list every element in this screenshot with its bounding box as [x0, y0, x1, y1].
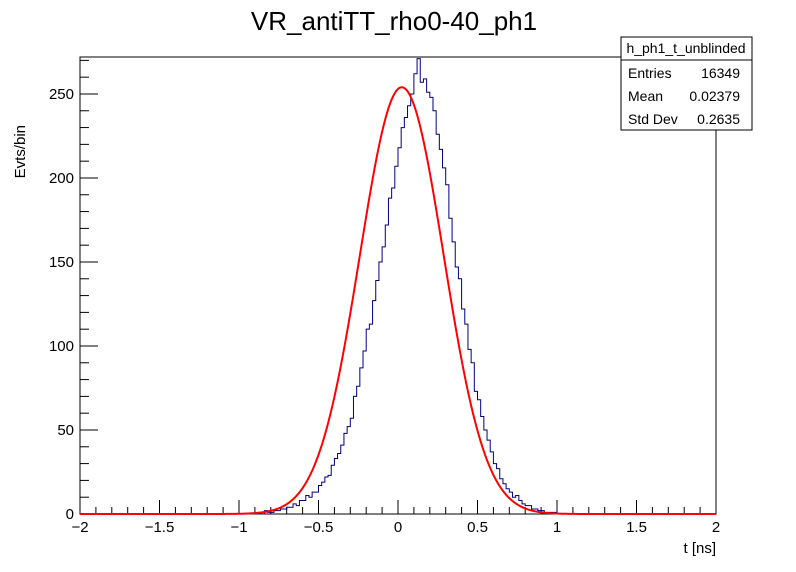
x-tick-label: −0.5 [304, 519, 334, 536]
y-tick-label: 250 [49, 86, 74, 103]
x-tick-label: −2 [71, 519, 88, 536]
histogram-outline [80, 58, 716, 515]
x-tick-label: 2 [712, 519, 720, 536]
stats-stddev-value: 0.2635 [697, 111, 740, 127]
stats-mean-value: 0.02379 [689, 88, 740, 104]
stats-box-title: h_ph1_t_unblinded [626, 40, 745, 56]
y-tick-label: 50 [57, 422, 74, 439]
x-tick-label: 1.5 [626, 519, 647, 536]
chart-title: VR_antiTT_rho0-40_ph1 [251, 6, 537, 36]
histogram-bars [80, 58, 716, 515]
gaussian-fit-curve [80, 86, 716, 515]
x-axis: −2 −1.5 −1 −0.5 0 0.5 1 1.5 2 [71, 500, 720, 536]
x-tick-label: −1 [230, 519, 247, 536]
y-tick-label: 100 [49, 338, 74, 355]
y-tick-label: 200 [49, 170, 74, 187]
y-tick-label: 0 [66, 506, 74, 523]
stats-box: h_ph1_t_unblinded Entries 16349 Mean 0.0… [620, 36, 753, 131]
x-axis-label: t [ns] [683, 540, 716, 557]
x-tick-label: 1 [553, 519, 561, 536]
y-axis: 0 50 100 150 200 250 [49, 59, 98, 523]
stats-box-frame [620, 36, 753, 131]
y-axis-label: Evts/bin [12, 125, 29, 178]
stats-entries-value: 16349 [701, 65, 740, 81]
x-tick-label: 0.5 [467, 519, 488, 536]
x-tick-label: −1.5 [145, 519, 175, 536]
stats-mean-label: Mean [628, 88, 663, 104]
x-tick-label: 0 [394, 519, 402, 536]
stats-entries-label: Entries [628, 65, 672, 81]
y-tick-label: 150 [49, 254, 74, 271]
stats-stddev-label: Std Dev [628, 111, 678, 127]
